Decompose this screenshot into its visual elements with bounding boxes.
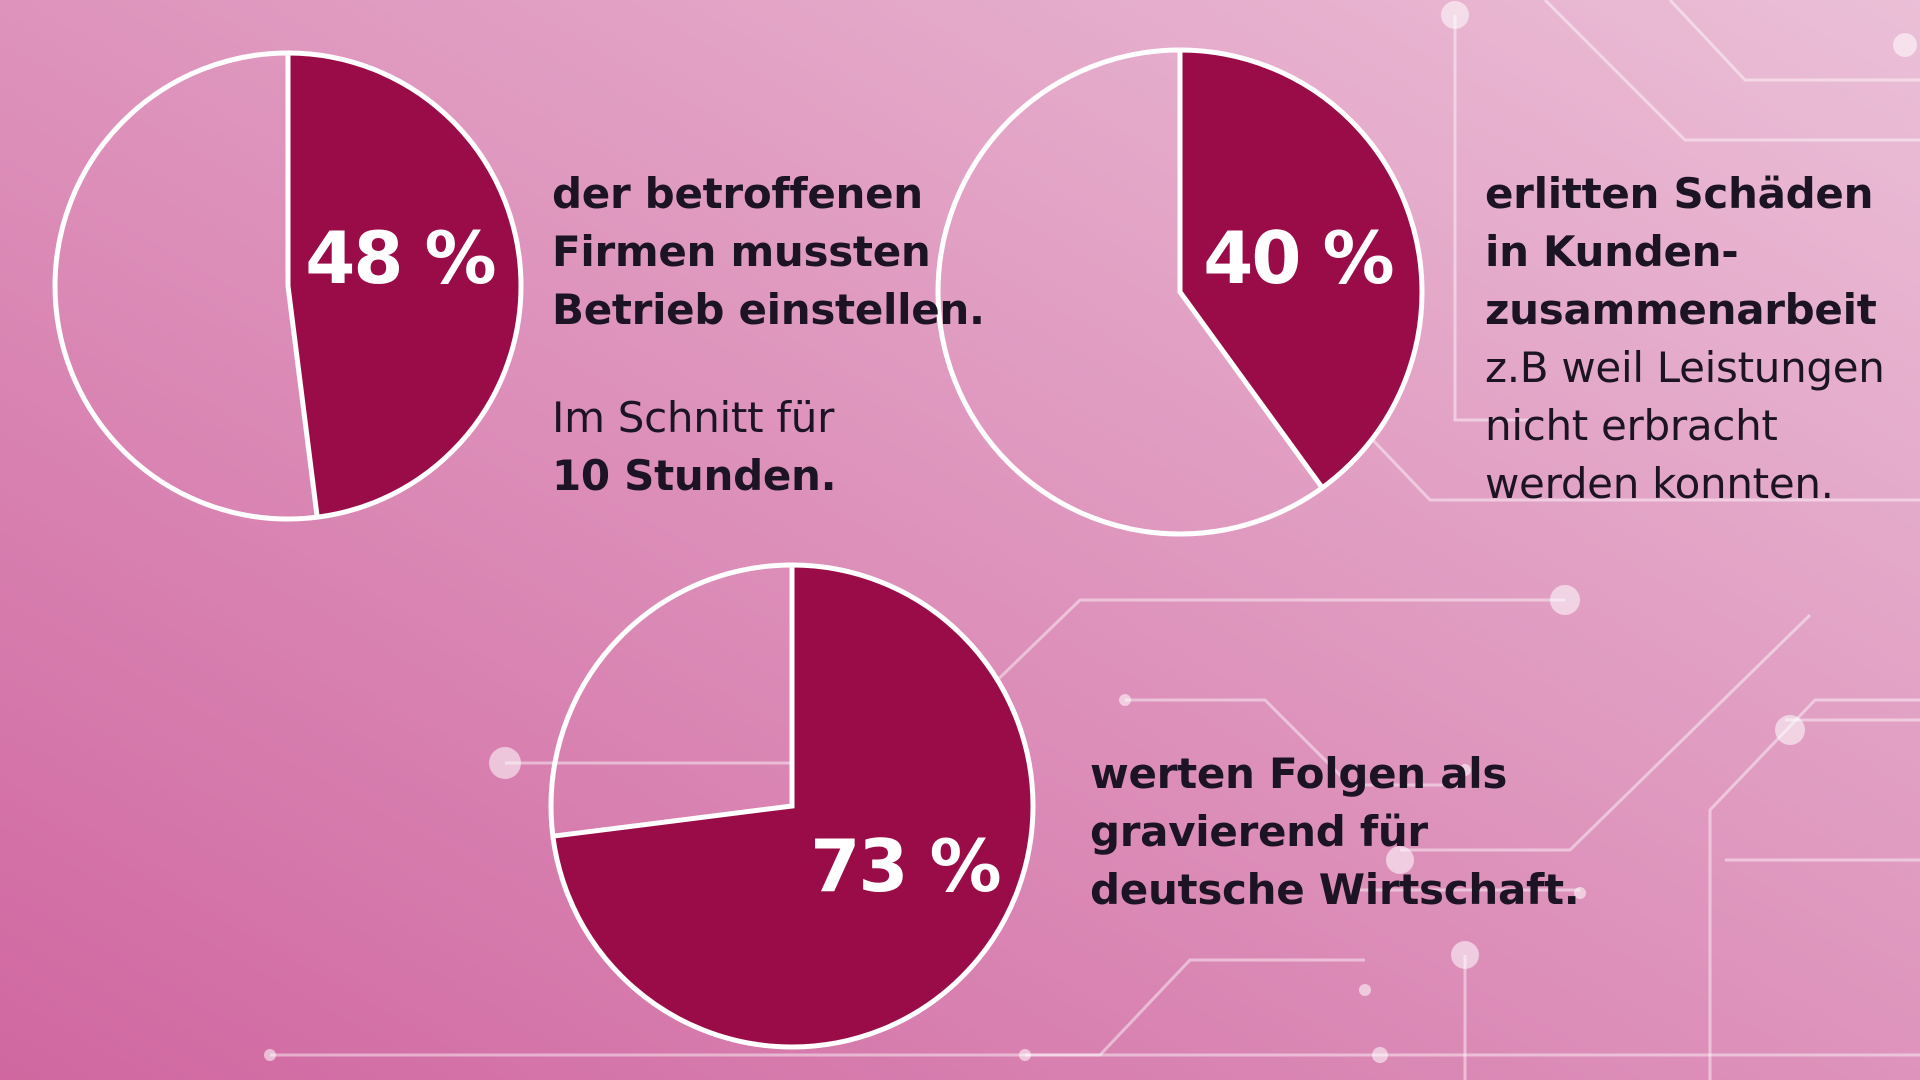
caption-line: zusammenarbeit [1485, 285, 1877, 334]
pie-divider [1177, 50, 1325, 490]
note-line: nicht erbracht [1485, 401, 1778, 450]
caption-block-3: werten Folgen als gravierend für deutsch… [1090, 745, 1580, 919]
caption-line: Firmen mussten [552, 227, 931, 276]
note-line: Im Schnitt für [552, 393, 835, 442]
caption-block-2: erlitten Schäden in Kunden- zusammenarbe… [1485, 165, 1885, 513]
caption-line: werten Folgen als [1090, 749, 1508, 798]
pie-percent-label: 48 % [305, 216, 494, 300]
pie-percent-label: 40 % [1203, 216, 1392, 300]
pie-chart-2: 40 % [935, 47, 1425, 537]
pie-divider [285, 53, 320, 518]
caption-line: gravierend für [1090, 807, 1428, 856]
circuit-decoration [270, 0, 1920, 1080]
caption-line: deutsche Wirtschaft. [1090, 865, 1580, 914]
note-line: z.B weil Leistungen [1485, 343, 1885, 392]
caption-line: in Kunden- [1485, 227, 1739, 276]
circuit-nodes [264, 1, 1917, 1063]
pie-divider [552, 565, 795, 839]
caption-line: Betrieb einstellen. [552, 285, 985, 334]
pie-chart-3: 73 % [548, 562, 1036, 1050]
caption-block-1: der betroffenen Firmen mussten Betrieb e… [552, 165, 985, 505]
note-bold: 10 Stunden. [552, 451, 837, 500]
caption-line: erlitten Schäden [1485, 169, 1874, 218]
caption-line: der betroffenen [552, 169, 923, 218]
pie-percent-label: 73 % [810, 824, 999, 908]
note-line: werden konnten. [1485, 459, 1834, 508]
pie-chart-1: 48 % [52, 50, 524, 522]
pie-slice-highlighted [1180, 50, 1422, 488]
pie-slice-highlighted [288, 53, 522, 518]
